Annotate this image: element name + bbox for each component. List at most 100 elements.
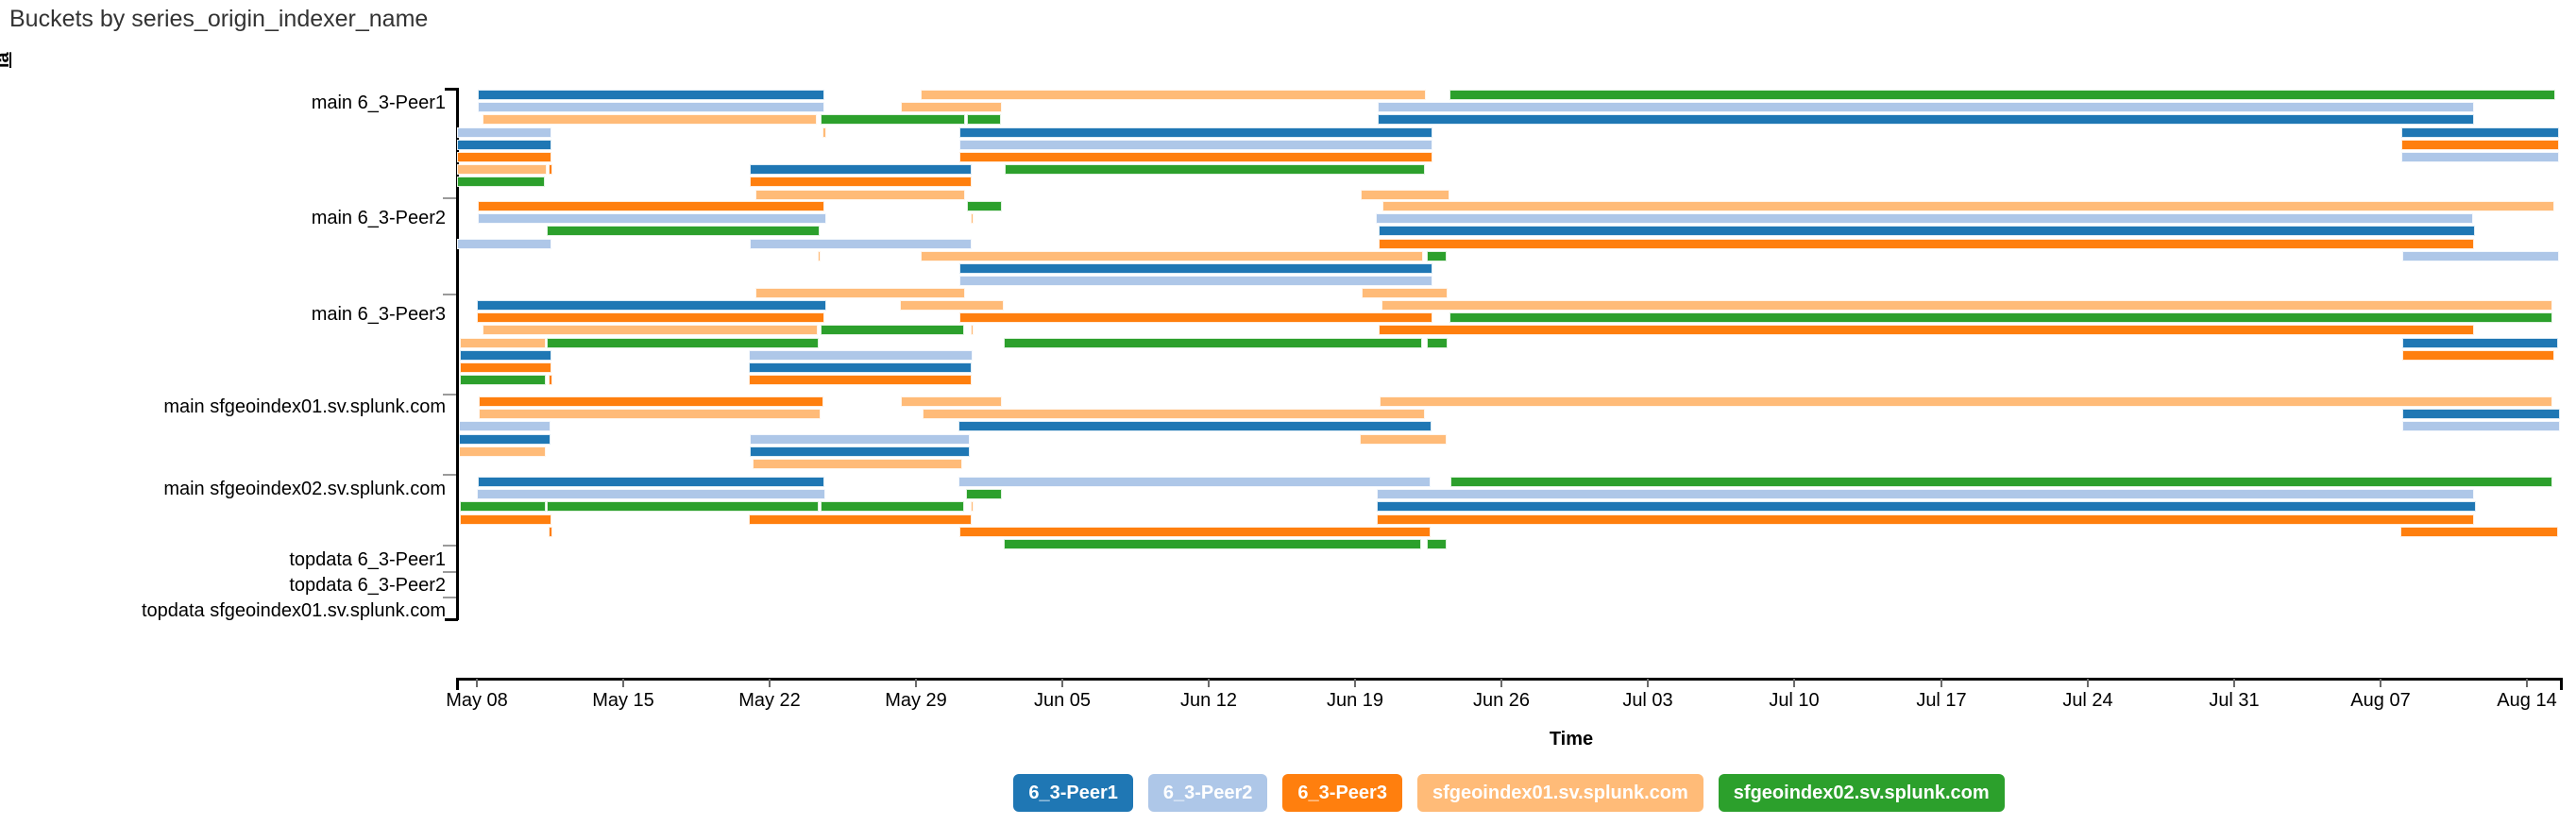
- bucket-bar[interactable]: [2401, 127, 2559, 138]
- bucket-bar[interactable]: [478, 477, 824, 487]
- bucket-bar[interactable]: [483, 325, 818, 335]
- bucket-bar[interactable]: [749, 362, 972, 373]
- bucket-bar[interactable]: [460, 501, 546, 512]
- bucket-bar[interactable]: [1379, 226, 2475, 236]
- bucket-bar[interactable]: [1005, 164, 1425, 175]
- bucket-bar[interactable]: [818, 251, 821, 261]
- bucket-bar[interactable]: [753, 459, 962, 469]
- bucket-bar[interactable]: [1379, 239, 2474, 249]
- bucket-bar[interactable]: [1376, 213, 2473, 224]
- bucket-bar[interactable]: [959, 263, 1432, 274]
- bucket-bar[interactable]: [1449, 90, 2555, 100]
- bucket-bar[interactable]: [459, 446, 546, 457]
- bucket-bar[interactable]: [549, 527, 552, 537]
- bucket-bar[interactable]: [822, 127, 826, 138]
- bucket-bar[interactable]: [750, 434, 970, 445]
- bucket-bar[interactable]: [479, 396, 823, 407]
- bucket-bar[interactable]: [457, 164, 547, 175]
- bucket-bar[interactable]: [549, 164, 552, 175]
- bucket-bar[interactable]: [1450, 477, 2552, 487]
- bucket-bar[interactable]: [2402, 350, 2554, 361]
- bucket-bar[interactable]: [1381, 300, 2552, 311]
- bucket-bar[interactable]: [2401, 152, 2559, 162]
- bucket-bar[interactable]: [1427, 338, 1448, 348]
- bucket-bar[interactable]: [755, 190, 965, 200]
- bucket-bar[interactable]: [547, 501, 819, 512]
- bucket-bar[interactable]: [460, 338, 546, 348]
- bucket-bar[interactable]: [477, 312, 824, 323]
- bucket-bar[interactable]: [749, 375, 972, 385]
- bucket-bar[interactable]: [478, 102, 824, 112]
- bucket-bar[interactable]: [2402, 409, 2560, 419]
- bucket-bar[interactable]: [1004, 338, 1422, 348]
- bucket-bar[interactable]: [2401, 140, 2559, 150]
- bucket-bar[interactable]: [457, 140, 551, 150]
- bucket-bar[interactable]: [547, 226, 820, 236]
- bucket-bar[interactable]: [457, 127, 551, 138]
- bucket-bar[interactable]: [478, 90, 824, 100]
- bucket-bar[interactable]: [959, 127, 1432, 138]
- bucket-bar[interactable]: [1427, 539, 1447, 549]
- bucket-bar[interactable]: [750, 446, 970, 457]
- bucket-bar[interactable]: [1378, 102, 2474, 112]
- legend-chip[interactable]: sfgeoindex01.sv.splunk.com: [1416, 774, 1703, 812]
- bucket-bar[interactable]: [457, 239, 551, 249]
- bucket-bar[interactable]: [483, 114, 817, 125]
- bucket-bar[interactable]: [478, 201, 824, 211]
- bucket-bar[interactable]: [479, 409, 821, 419]
- bucket-bar[interactable]: [1377, 501, 2476, 512]
- bucket-bar[interactable]: [457, 177, 545, 187]
- bucket-bar[interactable]: [549, 375, 552, 385]
- bucket-bar[interactable]: [1379, 325, 2474, 335]
- legend-chip[interactable]: 6_3-Peer1: [1013, 774, 1133, 812]
- bucket-bar[interactable]: [2402, 251, 2559, 261]
- bucket-bar[interactable]: [1004, 539, 1421, 549]
- bucket-bar[interactable]: [921, 90, 1426, 100]
- bucket-bar[interactable]: [2402, 421, 2560, 431]
- bucket-bar[interactable]: [1378, 114, 2474, 125]
- bucket-bar[interactable]: [1377, 489, 2474, 499]
- bucket-bar[interactable]: [749, 350, 973, 361]
- bucket-bar[interactable]: [959, 527, 1431, 537]
- legend-chip[interactable]: sfgeoindex02.sv.splunk.com: [1718, 774, 2005, 812]
- bucket-bar[interactable]: [477, 489, 825, 499]
- bucket-bar[interactable]: [749, 514, 972, 525]
- bucket-bar[interactable]: [460, 362, 551, 373]
- bucket-bar[interactable]: [821, 114, 965, 125]
- bucket-bar[interactable]: [460, 375, 546, 385]
- bucket-bar[interactable]: [959, 140, 1432, 150]
- bucket-bar[interactable]: [750, 164, 972, 175]
- bucket-bar[interactable]: [1380, 396, 2552, 407]
- bucket-bar[interactable]: [958, 421, 1432, 431]
- legend-chip[interactable]: 6_3-Peer3: [1282, 774, 1402, 812]
- bucket-bar[interactable]: [547, 338, 819, 348]
- bucket-bar[interactable]: [900, 300, 1004, 311]
- bucket-bar[interactable]: [959, 312, 1432, 323]
- bucket-bar[interactable]: [966, 489, 1002, 499]
- legend-chip[interactable]: 6_3-Peer2: [1147, 774, 1268, 812]
- bucket-bar[interactable]: [457, 152, 551, 162]
- bucket-bar[interactable]: [1427, 251, 1447, 261]
- bucket-bar[interactable]: [959, 276, 1432, 286]
- bucket-bar[interactable]: [971, 501, 974, 512]
- bucket-bar[interactable]: [821, 501, 964, 512]
- bucket-bar[interactable]: [477, 300, 826, 311]
- bucket-bar[interactable]: [923, 409, 1425, 419]
- bucket-bar[interactable]: [755, 288, 965, 298]
- bucket-bar[interactable]: [478, 213, 826, 224]
- bucket-bar[interactable]: [958, 477, 1431, 487]
- bucket-bar[interactable]: [959, 152, 1432, 162]
- bucket-bar[interactable]: [1360, 434, 1447, 445]
- bucket-bar[interactable]: [1377, 514, 2474, 525]
- bucket-bar[interactable]: [921, 251, 1423, 261]
- bucket-bar[interactable]: [2400, 527, 2558, 537]
- bucket-bar[interactable]: [1362, 288, 1448, 298]
- bucket-bar[interactable]: [1449, 312, 2552, 323]
- bucket-bar[interactable]: [750, 239, 972, 249]
- bucket-bar[interactable]: [750, 177, 972, 187]
- bucket-bar[interactable]: [901, 396, 1002, 407]
- bucket-bar[interactable]: [1382, 201, 2554, 211]
- bucket-bar[interactable]: [971, 325, 974, 335]
- bucket-bar[interactable]: [460, 514, 551, 525]
- bucket-bar[interactable]: [459, 434, 551, 445]
